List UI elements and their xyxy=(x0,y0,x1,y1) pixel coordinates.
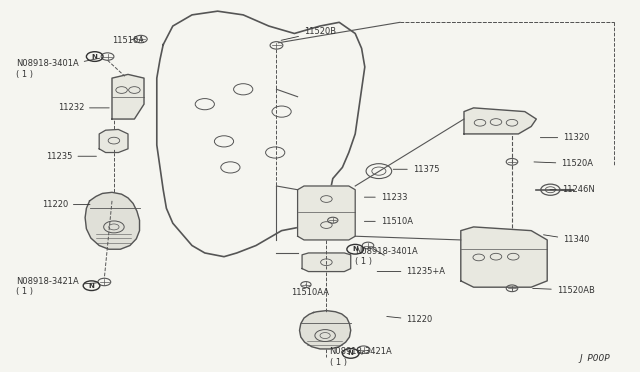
Polygon shape xyxy=(300,311,351,349)
Polygon shape xyxy=(464,108,536,134)
Text: 11520AB: 11520AB xyxy=(532,286,595,295)
Text: N: N xyxy=(92,54,98,60)
Text: 11235: 11235 xyxy=(46,152,97,161)
Text: 11235+A: 11235+A xyxy=(377,267,445,276)
Polygon shape xyxy=(298,186,355,240)
Polygon shape xyxy=(461,227,547,287)
Text: 11340: 11340 xyxy=(543,235,589,244)
Text: 11520A: 11520A xyxy=(534,159,593,168)
Text: N: N xyxy=(348,350,354,356)
Text: N08918-3401A
( 1 ): N08918-3401A ( 1 ) xyxy=(16,58,100,78)
Text: 11220: 11220 xyxy=(42,200,90,209)
Text: 11233: 11233 xyxy=(364,193,407,202)
Text: 11510A: 11510A xyxy=(364,217,413,226)
Text: 11510AA: 11510AA xyxy=(291,285,329,296)
Text: N08918-3401A
( 1 ): N08918-3401A ( 1 ) xyxy=(355,247,418,266)
Text: J  P00P: J P00P xyxy=(579,354,610,363)
Text: N: N xyxy=(352,246,358,252)
Polygon shape xyxy=(302,253,351,272)
Text: N08918-3421A
( 1 ): N08918-3421A ( 1 ) xyxy=(330,347,392,367)
Polygon shape xyxy=(85,192,140,249)
Text: 11520B: 11520B xyxy=(281,27,336,40)
Text: N: N xyxy=(88,283,95,289)
Text: N08918-3421A
( 1 ): N08918-3421A ( 1 ) xyxy=(16,277,97,296)
Text: 11320: 11320 xyxy=(540,133,589,142)
Text: 11246N: 11246N xyxy=(550,185,595,194)
Text: 11510A: 11510A xyxy=(112,36,144,45)
Text: 11375: 11375 xyxy=(393,165,439,174)
Polygon shape xyxy=(112,74,144,119)
Polygon shape xyxy=(99,129,128,153)
Text: 11220: 11220 xyxy=(387,315,433,324)
Text: 11232: 11232 xyxy=(58,103,109,112)
